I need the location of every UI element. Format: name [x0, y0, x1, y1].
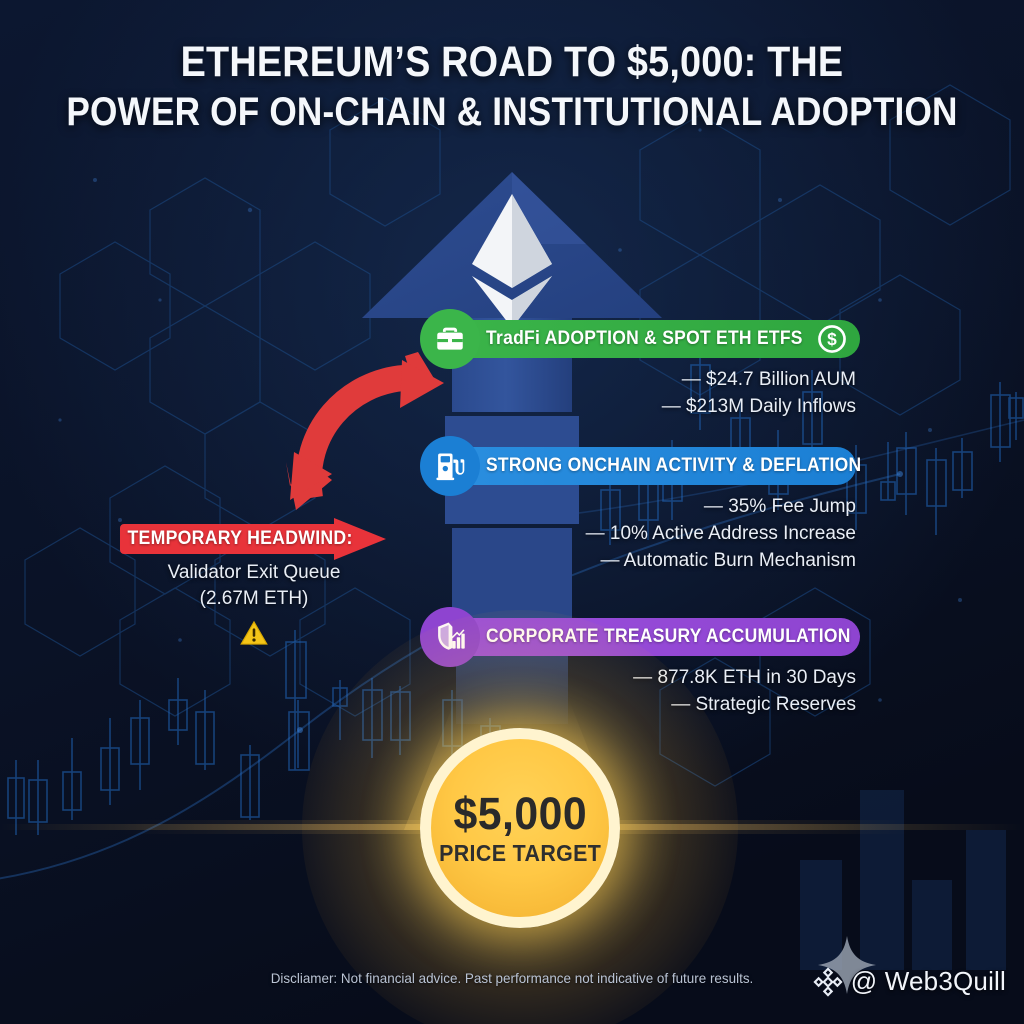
svg-text:$: $: [827, 329, 837, 349]
gas-pump-icon: [420, 436, 480, 496]
feature-card-onchain[interactable]: STRONG ONCHAIN ACTIVITY & DEFLATION — 35…: [420, 436, 864, 574]
bullet-item: — 35% Fee Jump: [703, 496, 856, 517]
bullet-item: — $213M Daily Inflows: [661, 396, 856, 417]
warning-triangle-icon: [120, 620, 388, 646]
page-title: ETHEREUM’S ROAD TO $5,000: THE POWER OF …: [0, 36, 1024, 137]
title-line-2: POWER OF ON-CHAIN & INSTITUTIONAL ADOPTI…: [66, 90, 958, 134]
headwind-subline-1: Validator Exit Queue: [167, 562, 341, 583]
target-circle[interactable]: $5,000 PRICE TARGET: [420, 728, 620, 928]
target-caption: PRICE TARGET: [438, 840, 602, 866]
red-curved-double-arrow: [286, 352, 444, 510]
card-label-onchain: STRONG ONCHAIN ACTIVITY & DEFLATION: [486, 455, 862, 476]
card-bullets-onchain: — 35% Fee Jump — 10% Active Address Incr…: [424, 493, 864, 574]
headwind-callout[interactable]: TEMPORARY HEADWIND: Validator Exit Queue…: [120, 518, 388, 646]
dollar-circle-icon: $: [816, 323, 848, 355]
watermark-handle: @ Web3Quill: [850, 966, 1006, 996]
card-label-tradfi: TradFi ADOPTION & SPOT ETH ETFS: [486, 328, 803, 349]
headwind-banner[interactable]: TEMPORARY HEADWIND:: [120, 518, 388, 560]
bullet-item: — $24.7 Billion AUM: [681, 369, 856, 390]
diamond-cluster-icon: [813, 966, 843, 997]
headwind-banner-label: TEMPORARY HEADWIND:: [127, 528, 353, 549]
card-bullets-tradfi: — $24.7 Billion AUM — $213M Daily Inflow…: [424, 366, 864, 420]
target-price: $5,000: [453, 788, 587, 839]
bullet-item: — Automatic Burn Mechanism: [600, 550, 856, 571]
price-target-badge[interactable]: $5,000 PRICE TARGET: [302, 610, 738, 1024]
bullet-item: — 10% Active Address Increase: [585, 523, 856, 544]
watermark[interactable]: @ Web3Quill: [813, 966, 1006, 997]
feature-card-tradfi[interactable]: TradFi ADOPTION & SPOT ETH ETFS $ — $24.…: [420, 309, 864, 420]
briefcase-icon: [420, 309, 480, 369]
title-line-1: ETHEREUM’S ROAD TO $5,000: THE: [180, 38, 844, 86]
card-pill-onchain[interactable]: STRONG ONCHAIN ACTIVITY & DEFLATION: [420, 436, 861, 496]
headwind-subline-2: (2.67M ETH): [199, 588, 309, 609]
card-pill-tradfi[interactable]: TradFi ADOPTION & SPOT ETH ETFS $: [420, 309, 860, 369]
